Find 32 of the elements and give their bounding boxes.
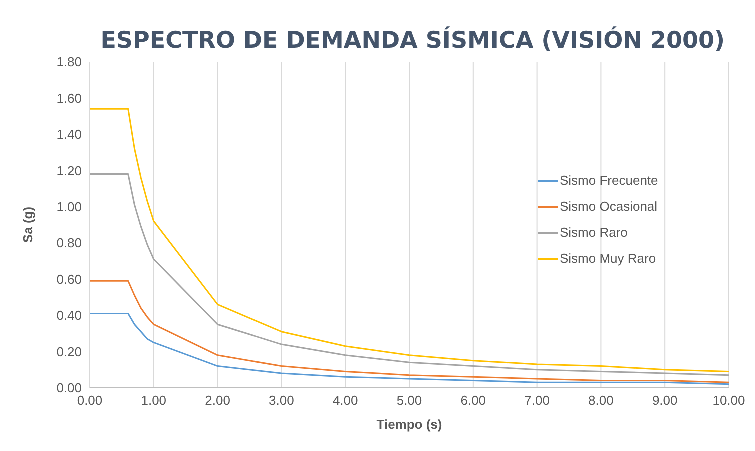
x-tick-label: 4.00: [332, 393, 358, 408]
x-tick-label: 7.00: [524, 393, 550, 408]
x-tick-label: 2.00: [205, 393, 230, 408]
legend-label: Sismo Ocasional: [560, 198, 658, 216]
y-tick-label: 1.00: [56, 200, 82, 215]
line-series: [90, 174, 729, 376]
y-tick-label: 1.60: [56, 90, 82, 106]
chart-title: ESPECTRO DE DEMANDA SÍSMICA (VISIÓN 2000): [100, 28, 725, 54]
y-tick-label: 0.80: [56, 236, 82, 251]
line-series: [90, 108, 729, 372]
x-axis-title: Tiempo (s): [376, 417, 442, 432]
y-tick-label: 1.40: [56, 127, 82, 142]
line-series: [90, 280, 729, 384]
legend-label: Sismo Frecuente: [560, 172, 658, 190]
legend-label: Sismo Raro: [560, 224, 628, 242]
y-tick-label: 0.40: [56, 308, 82, 324]
x-tick-label: 1.00: [141, 393, 167, 408]
x-tick-label: 9.00: [652, 393, 678, 408]
y-tick-label: 1.20: [56, 163, 82, 178]
y-tick-label: 0.60: [56, 272, 82, 287]
y-tick-label: 1.80: [56, 54, 82, 70]
y-tick-label: 0.00: [56, 380, 82, 396]
x-tick-label: 8.00: [588, 393, 614, 408]
x-tick-label: 6.00: [460, 393, 486, 408]
line-series: [90, 312, 729, 386]
x-tick-label: 10.00: [712, 393, 746, 408]
y-axis-title: Sa (g): [20, 206, 36, 244]
y-tick-label: 0.20: [56, 344, 82, 360]
legend-label: Sismo Muy Raro: [560, 250, 656, 268]
x-tick-label: 5.00: [396, 393, 422, 408]
x-tick-label: 0.00: [77, 393, 103, 408]
x-tick-label: 3.00: [269, 393, 294, 408]
